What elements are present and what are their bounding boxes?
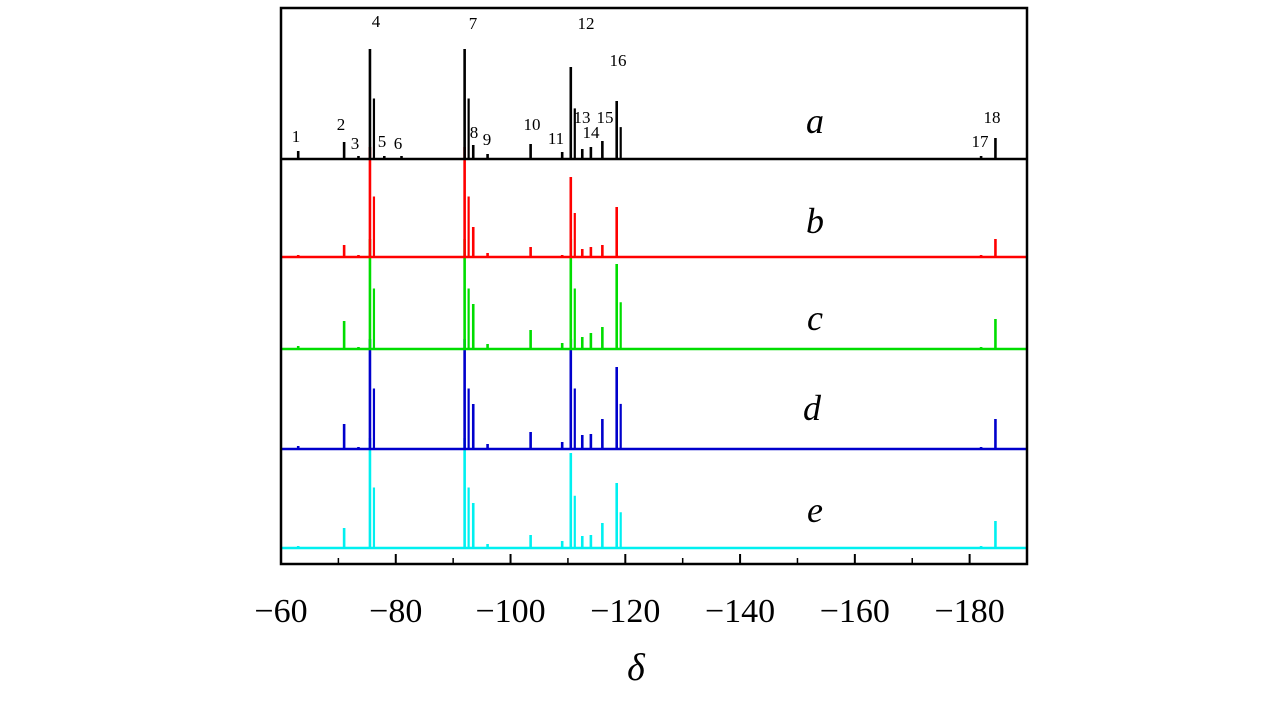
x-axis-title: δ — [627, 647, 646, 689]
peak-number-7: 7 — [469, 14, 478, 33]
peak-number-2: 2 — [337, 115, 346, 134]
plot-frame — [279, 6, 1029, 566]
series-label-d: d — [803, 388, 822, 428]
peak-number-12: 12 — [578, 14, 595, 33]
x-tick-label: −100 — [475, 593, 545, 630]
series-a — [281, 49, 1027, 161]
series-label-e: e — [807, 490, 823, 530]
peak-number-9: 9 — [483, 130, 492, 149]
series-b — [281, 147, 1027, 259]
peak-number-17: 17 — [972, 132, 990, 151]
x-tick-label: −120 — [590, 593, 660, 630]
series-label-c: c — [807, 298, 823, 338]
peak-number-6: 6 — [394, 134, 403, 153]
peak-number-5: 5 — [378, 132, 387, 151]
peak-number-16: 16 — [610, 51, 627, 70]
x-tick-label: −80 — [369, 593, 422, 630]
peak-number-15: 15 — [597, 108, 614, 127]
peak-number-13: 13 — [574, 108, 591, 127]
x-tick-label: −140 — [705, 593, 775, 630]
series-label-a: a — [806, 101, 824, 141]
series-label-group: e d c b a — [803, 101, 824, 530]
peak-number-8: 8 — [470, 123, 479, 142]
series-c — [281, 239, 1027, 351]
peak-number-11: 11 — [548, 129, 564, 148]
series-d — [281, 339, 1027, 451]
spectrum-traces — [281, 49, 1027, 550]
peak-number-18: 18 — [984, 108, 1001, 127]
x-tick-label: −60 — [254, 593, 307, 630]
peak-number-14: 14 — [583, 123, 601, 142]
x-tick-label: −160 — [820, 593, 890, 630]
series-e — [281, 438, 1027, 550]
peak-number-4: 4 — [372, 12, 381, 31]
x-tick-label: −180 — [935, 593, 1005, 630]
peak-number-3: 3 — [351, 134, 360, 153]
peak-number-1: 1 — [292, 127, 301, 146]
series-label-b: b — [806, 201, 824, 241]
peak-number-10: 10 — [524, 115, 541, 134]
x-axis-ticks: −60 −80 −100 −120 −140 −160 −180 — [254, 554, 1028, 630]
